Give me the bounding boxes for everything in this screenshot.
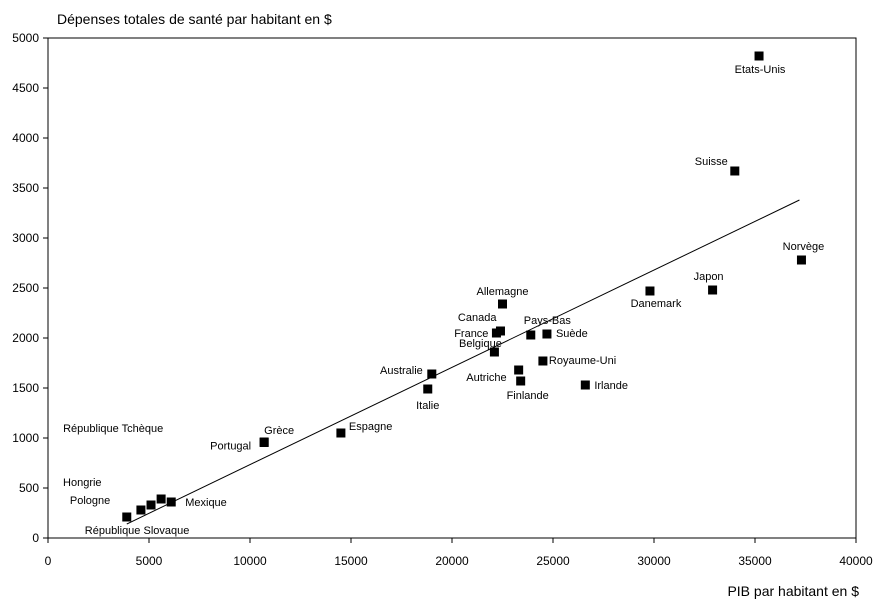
trendline-group [126,199,800,525]
point-label-japon: Japon [694,271,724,283]
y-tick-label-3: 1500 [12,381,39,395]
y-tick-label-2: 1000 [12,431,39,445]
point-label-suede: Suède [556,328,588,340]
plot-frame [47,37,857,539]
x-tick-label-8: 40000 [839,554,873,568]
x-tick-label-3: 15000 [334,554,368,568]
point-label-republique-tcheque: République Tchèque [63,423,163,435]
point-label-hongrie: Hongrie [63,477,102,489]
x-tick-label-6: 30000 [637,554,671,568]
point-label-finlande: Finlande [507,390,549,402]
y-tick-label-0: 0 [32,531,39,545]
point-republique-tcheque [156,494,166,504]
y-axis-title: Dépenses totales de santé par habitant e… [57,11,332,27]
axis-ticks: 0 5000 10000 15000 20000 25000 30000 35000 40000… [12,31,873,568]
point-portugal [259,438,269,447]
point-allemagne [498,299,507,309]
y-tick-label-8: 4000 [12,131,39,145]
point-label-canada: Canada [458,312,497,324]
point-espagne [336,428,346,438]
point-pays-bas [526,330,536,340]
point-royaume-uni [538,356,548,366]
point-label-norvege: Norvège [783,241,825,253]
point-labels: Etats-Unis Suisse Norvège Japon Danemark Alle… [63,64,824,537]
point-label-grece: Grèce [264,425,294,437]
x-tick-label-7: 35000 [738,554,772,568]
point-suede [542,329,552,339]
data-points [122,51,806,522]
trendline [126,199,800,525]
y-tick-label-4: 2000 [12,331,39,345]
point-label-france: France [454,328,488,340]
x-tick-label-5: 25000 [536,554,570,568]
point-label-autriche: Autriche [466,372,506,384]
point-belgique [489,347,499,357]
point-japon [708,285,718,295]
point-irlande [580,380,590,390]
point-label-portugal: Portugal [210,441,251,453]
point-label-irlande: Irlande [594,380,628,392]
point-australie [427,369,437,379]
point-label-royaume-uni: Royaume-Uni [549,355,616,367]
point-label-pays-bas: Pays-Bas [524,315,572,327]
point-france [491,328,501,338]
point-republique-slovaque [122,512,132,522]
point-suisse [730,166,740,176]
x-tick-label-0: 0 [45,554,52,568]
y-tick-label-9: 4500 [12,81,39,95]
point-label-pologne: Pologne [70,495,110,507]
point-autriche [514,365,524,375]
point-mexique [166,497,176,507]
y-tick-label-7: 3500 [12,181,39,195]
point-label-espagne: Espagne [349,421,392,433]
point-label-etats-unis: Etats-Unis [735,64,786,76]
point-pologne [136,505,146,515]
point-hongrie [146,500,156,510]
y-tick-label-6: 3000 [12,231,39,245]
x-tick-label-1: 5000 [136,554,163,568]
x-tick-label-4: 20000 [435,554,469,568]
point-label-australie: Australie [380,365,423,377]
point-label-italie: Italie [416,400,439,412]
point-norvege [796,255,806,265]
y-tick-label-1: 500 [19,481,39,495]
point-etats-unis [754,51,764,61]
point-label-mexique: Mexique [185,497,227,509]
point-label-allemagne: Allemagne [477,286,529,298]
point-label-belgique: Belgique [459,338,502,350]
point-italie [423,384,433,394]
point-danemark [645,286,655,296]
point-label-danemark: Danemark [631,298,682,310]
x-tick-label-2: 10000 [233,554,267,568]
point-label-republique-slovaque: République Slovaque [85,525,190,537]
y-tick-label-5: 2500 [12,281,39,295]
x-axis-title: PIB par habitant en $ [727,583,859,599]
point-finlande [516,376,526,386]
point-label-suisse: Suisse [695,156,728,168]
y-tick-label-10: 5000 [12,31,39,45]
